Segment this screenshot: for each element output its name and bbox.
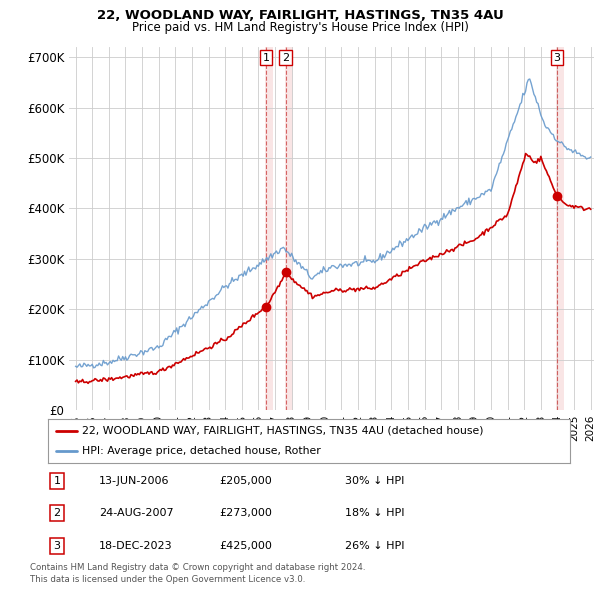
Text: £205,000: £205,000 — [219, 476, 272, 486]
Text: 26% ↓ HPI: 26% ↓ HPI — [345, 541, 404, 550]
Text: 2: 2 — [282, 53, 289, 63]
Text: 13-JUN-2006: 13-JUN-2006 — [99, 476, 170, 486]
Text: 1: 1 — [53, 476, 61, 486]
Text: 22, WOODLAND WAY, FAIRLIGHT, HASTINGS, TN35 4AU: 22, WOODLAND WAY, FAIRLIGHT, HASTINGS, T… — [97, 9, 503, 22]
Text: 3: 3 — [553, 53, 560, 63]
Text: £273,000: £273,000 — [219, 509, 272, 518]
Text: £425,000: £425,000 — [219, 541, 272, 550]
Text: Contains HM Land Registry data © Crown copyright and database right 2024.: Contains HM Land Registry data © Crown c… — [30, 563, 365, 572]
Text: 3: 3 — [53, 541, 61, 550]
Bar — [556, 47, 565, 410]
Text: 1: 1 — [262, 53, 269, 63]
Text: 30% ↓ HPI: 30% ↓ HPI — [345, 476, 404, 486]
Text: 18-DEC-2023: 18-DEC-2023 — [99, 541, 173, 550]
Text: 18% ↓ HPI: 18% ↓ HPI — [345, 509, 404, 518]
Text: Price paid vs. HM Land Registry's House Price Index (HPI): Price paid vs. HM Land Registry's House … — [131, 21, 469, 34]
Text: HPI: Average price, detached house, Rother: HPI: Average price, detached house, Roth… — [82, 446, 320, 456]
Text: 24-AUG-2007: 24-AUG-2007 — [99, 509, 173, 518]
Text: 2: 2 — [53, 509, 61, 518]
Bar — [285, 47, 293, 410]
Bar — [265, 47, 274, 410]
Text: 22, WOODLAND WAY, FAIRLIGHT, HASTINGS, TN35 4AU (detached house): 22, WOODLAND WAY, FAIRLIGHT, HASTINGS, T… — [82, 426, 484, 436]
Text: This data is licensed under the Open Government Licence v3.0.: This data is licensed under the Open Gov… — [30, 575, 305, 584]
